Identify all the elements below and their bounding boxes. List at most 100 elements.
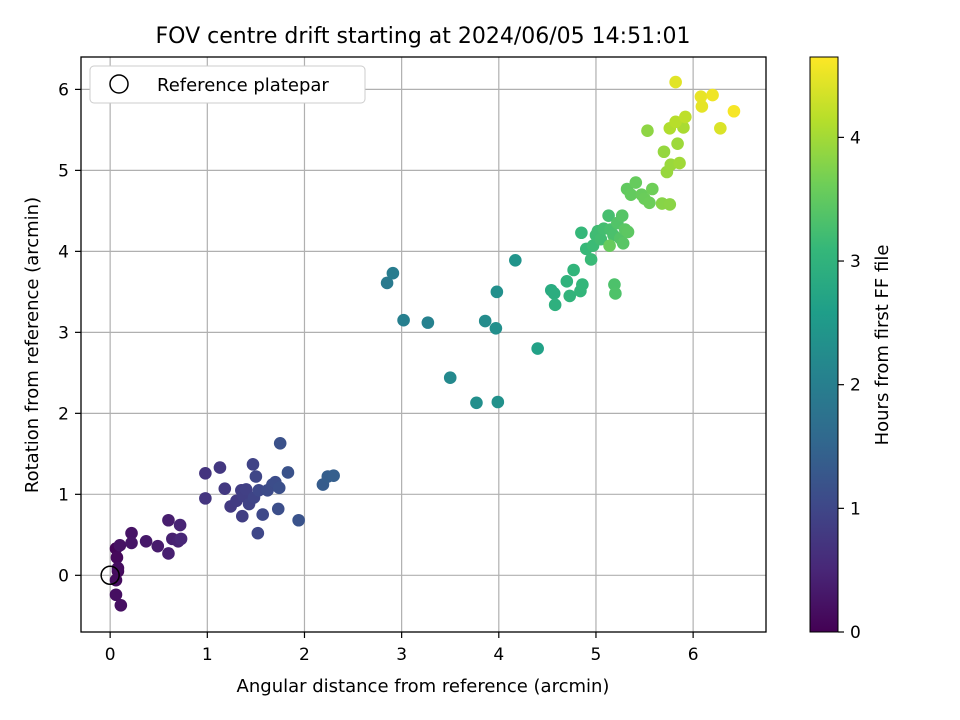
data-point-85: [603, 239, 616, 252]
data-point-51: [470, 396, 483, 410]
data-point-33: [252, 483, 266, 497]
data-point-54: [490, 285, 504, 299]
data-point-105: [669, 75, 682, 89]
data-point-68: [584, 253, 598, 266]
data-point-41: [281, 466, 295, 479]
data-point-63: [567, 263, 580, 277]
data-point-62: [563, 289, 577, 303]
data-point-38: [271, 502, 285, 516]
legend-box: [89, 65, 366, 104]
data-point-5: [109, 588, 123, 602]
data-point-56: [509, 253, 522, 267]
x-tick-label-3: 3: [396, 645, 407, 665]
data-point-72: [594, 232, 608, 246]
grid-lines: [81, 57, 766, 632]
data-point-48: [397, 313, 410, 327]
data-point-57: [531, 342, 544, 355]
data-point-96: [657, 145, 671, 159]
y-tick-label-4: 4: [58, 242, 69, 262]
data-point-106: [694, 90, 708, 103]
legend-entry-reference-platepar: Reference platepar: [157, 75, 329, 96]
data-point-29: [246, 458, 260, 471]
y-axis-label: Rotation from reference (arcmin): [22, 197, 43, 493]
data-point-11: [151, 539, 165, 553]
data-point-16: [173, 518, 187, 532]
data-point-60: [548, 298, 562, 312]
data-point-27: [239, 483, 253, 496]
data-point-20: [213, 461, 227, 474]
colorbar-tick-label-2: 2: [850, 376, 861, 396]
data-point-104: [679, 110, 692, 124]
data-point-25: [235, 509, 249, 523]
y-tick-label-0: 0: [58, 566, 69, 586]
data-point-110: [727, 104, 741, 118]
data-point-82: [616, 236, 630, 250]
y-tick-label-3: 3: [58, 323, 69, 343]
data-point-7: [113, 539, 127, 552]
x-tick-label-0: 0: [105, 645, 116, 665]
data-point-95: [663, 198, 677, 211]
data-point-34: [256, 508, 269, 521]
data-point-78: [609, 287, 622, 300]
data-point-99: [671, 137, 684, 150]
data-point-53: [489, 322, 503, 335]
data-point-109: [714, 121, 727, 135]
data-point-81: [615, 209, 629, 223]
data-point-8: [125, 526, 138, 540]
colorbar-tick-label-1: 1: [850, 499, 861, 519]
x-axis-ticks: 0 1 2 3 4 5 6: [105, 632, 699, 665]
data-point-61: [560, 275, 574, 288]
data-point-4: [111, 561, 125, 575]
data-point-91: [643, 196, 656, 210]
data-point-103: [669, 115, 682, 129]
data-point-87: [624, 188, 638, 201]
data-point-18: [199, 466, 212, 480]
x-tick-label-2: 2: [299, 645, 310, 665]
data-point-50: [443, 371, 457, 385]
data-point-9: [125, 536, 138, 550]
x-tick-label-6: 6: [688, 645, 699, 665]
data-point-13: [162, 547, 175, 560]
colorbar-ticks: 0 1 2 3 4: [838, 128, 861, 643]
colorbar-tick-label-3: 3: [850, 252, 861, 272]
data-point-10: [139, 534, 153, 548]
data-point-100: [673, 156, 686, 170]
data-point-47: [386, 266, 400, 280]
data-point-40: [273, 437, 287, 450]
data-point-6: [114, 598, 128, 612]
data-point-21: [218, 482, 232, 495]
data-point-88: [629, 176, 643, 189]
colorbar-tick-label-0: 0: [850, 623, 861, 643]
data-point-12: [162, 513, 175, 527]
data-point-84: [621, 225, 635, 239]
data-point-59: [547, 287, 561, 300]
y-tick-label-5: 5: [58, 161, 69, 181]
colorbar: [809, 56, 839, 633]
data-point-49: [421, 316, 435, 329]
legend: Reference platepar: [89, 65, 366, 104]
reference-platepar-marker: [100, 565, 120, 586]
plot-frame: [80, 56, 767, 633]
data-point-17: [174, 532, 188, 546]
y-axis-ticks: 0 1 2 3 4 5 6: [58, 80, 81, 586]
data-point-45: [327, 469, 340, 482]
y-tick-label-1: 1: [58, 485, 69, 505]
colorbar-tick-label-4: 4: [850, 128, 861, 148]
x-tick-label-4: 4: [493, 645, 504, 665]
data-point-1: [110, 551, 124, 564]
data-point-46: [380, 276, 394, 290]
data-point-31: [249, 470, 263, 483]
data-point-32: [251, 526, 265, 540]
data-point-42: [292, 513, 305, 527]
data-point-55: [491, 395, 505, 409]
x-tick-label-1: 1: [202, 645, 213, 665]
data-point-93: [641, 124, 654, 137]
data-point-92: [646, 182, 659, 196]
y-tick-label-6: 6: [58, 80, 69, 100]
legend-reference-marker: [109, 74, 129, 94]
data-point-19: [199, 492, 212, 505]
data-point-108: [706, 88, 719, 102]
colorbar-label: Hours from first FF file: [872, 245, 893, 446]
